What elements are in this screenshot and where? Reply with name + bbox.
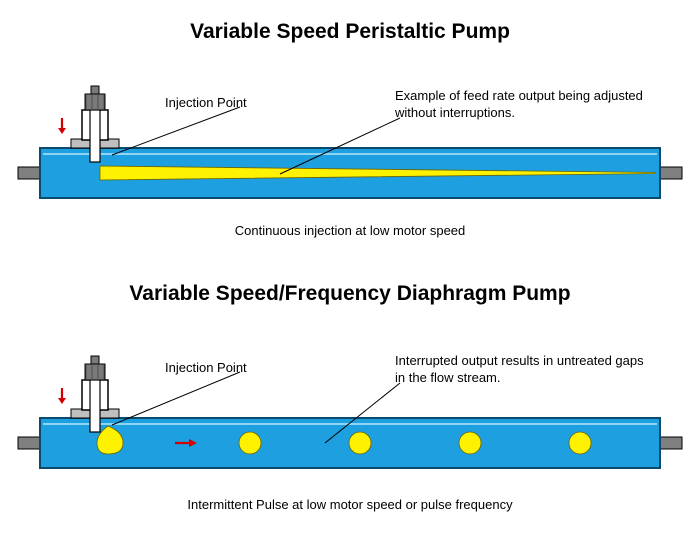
diagram-canvas: [0, 0, 700, 533]
